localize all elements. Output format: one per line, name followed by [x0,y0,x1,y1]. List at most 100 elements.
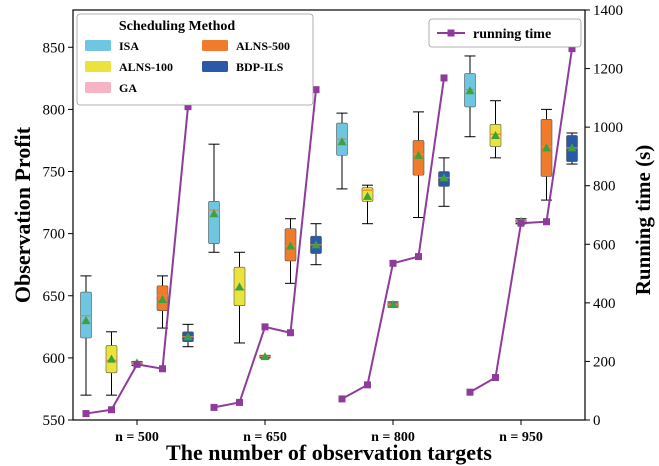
box [208,143,220,253]
mean-marker [388,299,398,308]
running-time-lines [82,45,576,418]
mean-marker [491,130,500,139]
mean-marker [107,354,116,363]
left-y-axis: 550 600 650 700 750 800 850 [43,40,73,429]
mean-marker [363,191,372,200]
legend-label: running time [473,27,551,42]
mean-marker [209,209,219,218]
x-tick-label: n = 500 [115,430,159,445]
legend-swatch [202,61,228,72]
box [412,111,425,218]
box [80,275,92,396]
box-series-group [80,55,578,396]
running-time-point [159,365,166,373]
box-series-isa [80,55,476,396]
legend-swatch [85,40,111,51]
legend-entry: ISA [85,39,139,53]
legend-swatch [85,82,111,93]
mean-marker [235,282,244,291]
x-axis: n = 500 n = 650 n = 800 n = 950 [115,420,543,445]
box [105,331,118,396]
right-tick-label: 1000 [593,120,623,136]
running-time-line [210,86,320,411]
running-time-point [364,381,371,389]
legend-label: GA [119,81,137,95]
left-y-axis-title: Observation Profit [10,126,35,303]
box [438,157,450,207]
running-time-point [543,218,550,226]
running-time-point [517,219,525,227]
legend-entry: ALNS-500 [202,39,290,53]
left-tick-label: 750 [43,165,66,181]
legend-running-time: running time [428,18,582,48]
running-time-point [415,253,422,261]
box [259,352,271,361]
legend-title: Scheduling Method [119,19,236,34]
mean-marker [414,150,423,159]
legend-entry: ALNS-100 [85,60,173,74]
running-time-point [184,103,192,111]
left-tick-label: 700 [43,227,66,243]
running-time-point [338,395,346,403]
running-time-point [261,323,269,331]
right-tick-label: 800 [593,179,616,195]
box-series-bdp-ils [182,132,578,348]
box [310,223,322,266]
box-series-alns-500 [156,108,553,329]
left-tick-label: 850 [43,40,66,56]
running-time-path [341,77,445,400]
running-time-point [440,74,448,82]
legend-frame [76,13,314,106]
running-time-point [236,398,243,406]
box [156,275,169,329]
mean-marker [158,294,167,303]
plot-frame [72,9,586,421]
box-series-ga [131,216,527,367]
mean-marker [542,143,551,152]
running-time-point [492,374,499,382]
legend-scheduling-method: Scheduling Method ISA ALNS-500 ALNS-100 BDP-… [76,13,314,106]
right-y-axis-title: Running time (s) [631,145,655,296]
mean-marker [260,352,270,361]
legend-label: ISA [119,39,139,53]
running-time-point [466,388,474,396]
legend-label: BDP-ILS [236,60,284,74]
box-body [80,291,92,339]
mean-marker [183,332,193,341]
left-tick-label: 800 [43,102,66,118]
legend-entry: GA [85,81,137,95]
running-time-point [287,329,294,337]
legend-marker-sample [447,29,455,37]
running-time-point [210,403,218,411]
mean-marker [337,137,347,146]
running-time-point [108,406,115,414]
right-tick-label: 1200 [593,62,623,78]
mean-marker [81,316,91,325]
left-tick-label: 550 [43,413,66,429]
right-tick-label: 1400 [593,3,623,19]
box [387,299,399,308]
left-tick-label: 600 [43,351,66,367]
box-series-alns-100 [105,100,502,396]
left-tick-label: 650 [43,289,66,305]
right-tick-label: 600 [593,237,616,253]
legend-swatch [85,61,111,72]
mean-marker [567,143,577,152]
box [540,108,553,201]
legend-label: ALNS-100 [119,60,173,74]
box [489,100,502,159]
box [464,55,476,138]
x-tick-label: n = 650 [243,430,287,445]
mean-marker [286,241,295,250]
box [233,251,246,344]
running-time-point [133,360,141,368]
legend-entry: BDP-ILS [202,60,284,74]
mean-marker [311,240,321,249]
right-y-axis: 0 200 400 600 800 1000 1200 1400 [585,3,623,429]
x-tick-label: n = 950 [499,430,543,445]
box [566,132,578,165]
running-time-point [82,410,90,418]
right-tick-label: 200 [593,354,616,370]
legend-swatch [202,40,228,51]
